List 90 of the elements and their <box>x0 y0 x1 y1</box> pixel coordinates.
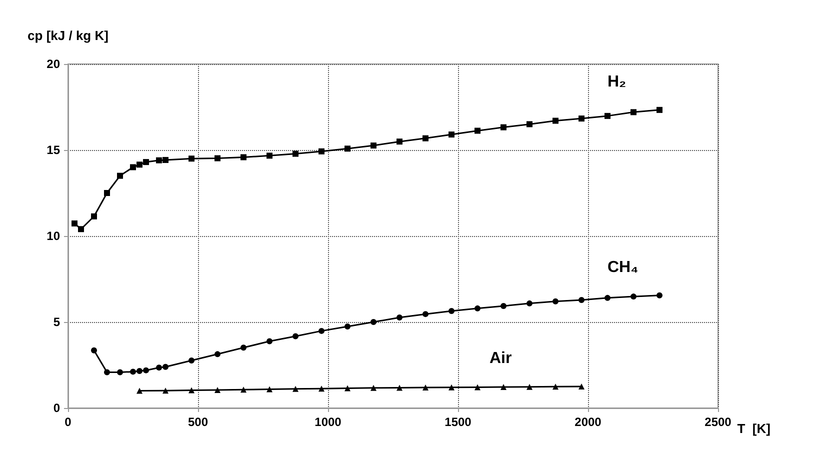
point <box>422 135 428 142</box>
y-tick-label: 0 <box>53 401 60 415</box>
point <box>604 112 610 119</box>
point <box>91 213 97 220</box>
point <box>448 308 454 314</box>
point <box>526 384 532 390</box>
point <box>188 156 194 162</box>
point <box>656 106 662 113</box>
point <box>136 162 142 168</box>
point <box>448 384 454 390</box>
point <box>104 369 110 376</box>
y-tick-label: 10 <box>46 229 60 243</box>
y-axis-title: cp [kJ / kg K] <box>28 28 108 43</box>
point <box>117 369 123 376</box>
point <box>156 157 162 164</box>
point <box>500 303 506 309</box>
point <box>396 138 402 145</box>
point <box>214 351 220 358</box>
point <box>396 314 402 321</box>
point <box>292 333 298 340</box>
series-label: Air <box>490 350 512 367</box>
point <box>552 384 558 390</box>
point <box>266 386 272 392</box>
point <box>578 296 584 303</box>
point <box>422 384 428 391</box>
point <box>500 124 506 130</box>
point <box>318 328 324 334</box>
point <box>396 384 402 391</box>
point <box>630 294 636 300</box>
point <box>117 172 123 179</box>
point <box>604 294 610 301</box>
point <box>72 220 78 226</box>
point <box>214 155 220 162</box>
series-label: CH₄ <box>608 258 638 276</box>
point <box>318 386 324 392</box>
y-tick-label: 20 <box>46 57 60 71</box>
point <box>448 132 454 138</box>
point <box>552 118 558 124</box>
x-tick-label: 2000 <box>574 415 602 429</box>
point <box>130 164 136 170</box>
x-axis-title: T [K] <box>737 421 770 436</box>
point <box>474 128 480 134</box>
x-tick-label: 1000 <box>314 415 342 429</box>
point <box>156 364 162 371</box>
point <box>188 387 194 394</box>
series-label: H₂ <box>608 73 626 90</box>
point <box>130 368 136 375</box>
point <box>188 358 194 364</box>
point <box>344 385 350 392</box>
point <box>370 384 376 391</box>
point <box>344 146 350 152</box>
point <box>578 384 584 390</box>
point <box>292 386 298 392</box>
x-tick-label: 0 <box>64 415 72 429</box>
point <box>318 148 324 154</box>
point <box>344 323 350 330</box>
point <box>578 116 584 122</box>
point <box>136 368 142 374</box>
x-tick-label: 500 <box>188 415 208 429</box>
point <box>143 367 149 374</box>
x-tick-label: 1500 <box>444 415 472 429</box>
point <box>500 384 506 390</box>
y-tick-label: 15 <box>46 143 60 157</box>
point <box>143 159 149 166</box>
point <box>104 190 110 196</box>
point <box>136 388 142 394</box>
point <box>370 319 376 325</box>
point <box>240 154 246 160</box>
point <box>422 311 428 318</box>
point <box>370 142 376 149</box>
point <box>266 338 272 344</box>
point <box>240 386 246 393</box>
x-tick-label: 2500 <box>704 415 732 429</box>
y-tick-label: 5 <box>53 315 60 329</box>
point <box>526 121 532 128</box>
point <box>162 388 168 394</box>
point <box>91 347 97 354</box>
point <box>552 298 558 304</box>
point <box>162 156 168 163</box>
point <box>526 300 532 306</box>
point <box>266 152 272 159</box>
point <box>656 292 662 298</box>
point <box>630 109 636 116</box>
point <box>292 150 298 157</box>
point <box>78 226 84 232</box>
point <box>162 364 168 370</box>
point <box>214 386 220 393</box>
point <box>474 384 480 390</box>
point <box>474 305 480 312</box>
point <box>240 344 246 351</box>
